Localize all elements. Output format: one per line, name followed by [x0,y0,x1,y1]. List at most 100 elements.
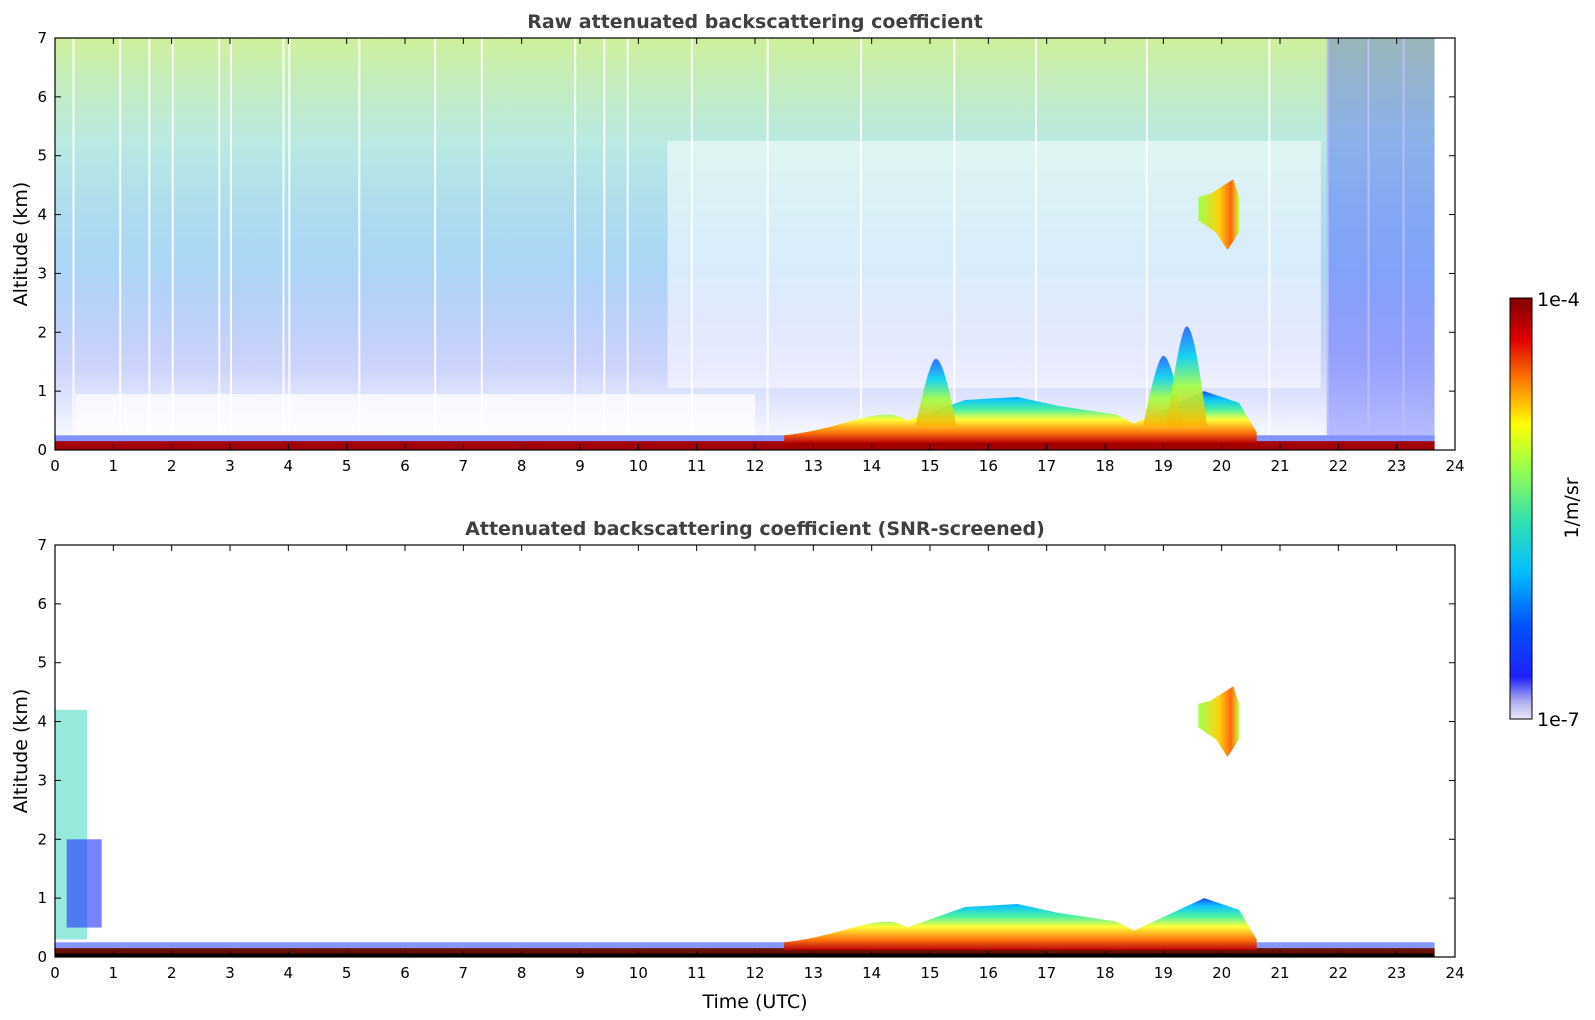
x-tick-label: 21 [1270,457,1289,475]
data-gap-streak [119,38,122,450]
x-tick-label: 0 [50,964,60,982]
x-tick-label: 7 [459,457,469,475]
y-tick-label: 6 [37,88,47,106]
data-gap-streak [1367,38,1370,450]
x-tick-label: 0 [50,457,60,475]
convective-plume [1166,326,1208,427]
clear-air-region [667,141,1321,389]
x-tick-label: 19 [1154,457,1173,475]
x-tick-label: 13 [804,457,823,475]
x-tick-label: 8 [517,457,527,475]
x-tick-label: 13 [804,964,823,982]
data-gap-streak [218,38,221,450]
x-tick-label: 2 [167,457,177,475]
data-gap-streak [72,38,75,450]
data-gap-streak [171,38,174,450]
x-tick-label: 4 [284,457,294,475]
data-gap-streak [434,38,437,450]
x-tick-label: 11 [687,457,706,475]
panel-raw: Raw attenuated backscattering coefficien… [10,11,1465,475]
data-gap-streak [282,38,285,450]
x-tick-label: 23 [1387,457,1406,475]
x-tick-label: 5 [342,964,352,982]
y-tick-label: 4 [37,206,47,224]
panel-screened-xlabel: Time (UTC) [701,991,807,1013]
x-tick-label: 9 [575,964,585,982]
surface-layer [55,948,1435,957]
x-tick-label: 22 [1329,457,1348,475]
data-gap-streak [148,38,151,450]
surface-layer [55,441,1435,450]
x-tick-label: 16 [979,457,998,475]
x-tick-label: 6 [400,964,410,982]
data-gap-streak [1402,38,1405,450]
data-gap-streak [574,38,577,450]
panel-screened-frame [54,544,1456,958]
x-tick-label: 24 [1445,457,1464,475]
x-tick-label: 16 [979,964,998,982]
x-tick-label: 18 [1095,964,1114,982]
y-tick-label: 2 [37,323,47,341]
data-gap-streak [230,38,232,450]
x-tick-label: 14 [862,964,881,982]
y-tick-label: 7 [37,536,47,554]
elevated-aerosol-layer [1198,179,1240,250]
x-tick-label: 10 [629,964,648,982]
boundary-layer [784,391,1257,443]
panel-raw-heatmap [55,38,1455,450]
y-tick-label: 4 [37,713,47,731]
x-tick-label: 11 [687,964,706,982]
x-tick-label: 19 [1154,964,1173,982]
x-tick-label: 24 [1445,964,1464,982]
y-tick-label: 3 [37,771,47,789]
data-gap-streak [626,38,629,450]
y-tick-label: 7 [37,29,47,47]
x-tick-label: 9 [575,457,585,475]
x-tick-label: 14 [862,457,881,475]
late-noise-column [1326,38,1435,436]
data-gap-streak [358,38,361,450]
x-tick-label: 7 [459,964,469,982]
data-gap-streak [603,38,606,450]
x-tick-label: 2 [167,964,177,982]
elevated-aerosol-layer [1198,686,1240,757]
x-tick-label: 17 [1037,964,1056,982]
y-tick-label: 3 [37,264,47,282]
panel-raw-ylabel: Altitude (km) [10,182,32,307]
x-tick-label: 8 [517,964,527,982]
y-tick-label: 1 [37,889,47,907]
convective-plume [915,358,957,427]
y-tick-label: 5 [37,654,47,672]
panel-raw-title: Raw attenuated backscattering coefficien… [527,11,983,33]
panel-screened-title: Attenuated backscattering coefficient (S… [465,518,1045,540]
y-tick-label: 1 [37,382,47,400]
surface-layer-masked [55,953,1435,957]
boundary-layer [784,898,1257,950]
x-tick-label: 17 [1037,457,1056,475]
colorbar-gradient [1509,297,1533,720]
y-tick-label: 0 [37,948,47,966]
colorbar: 1e-4 1e-7 1/m/sr [1509,289,1583,731]
x-tick-label: 18 [1095,457,1114,475]
colorbar-min-label: 1e-7 [1537,709,1580,731]
x-tick-label: 6 [400,457,410,475]
no-data-end [1434,38,1455,450]
data-gap-streak [1326,38,1329,450]
x-tick-label: 3 [225,964,235,982]
x-tick-label: 23 [1387,964,1406,982]
panel-screened-ylabel: Altitude (km) [10,689,32,814]
x-tick-label: 1 [109,457,119,475]
x-tick-label: 10 [629,457,648,475]
y-tick-label: 5 [37,147,47,165]
x-tick-label: 5 [342,457,352,475]
x-tick-label: 12 [745,964,764,982]
x-tick-label: 3 [225,457,235,475]
panel-screened: Attenuated backscattering coefficient (S… [10,518,1465,1013]
clear-air-band [75,394,755,436]
x-tick-label: 20 [1212,964,1231,982]
panel-screened-heatmap [55,686,1435,957]
x-tick-label: 22 [1329,964,1348,982]
x-tick-label: 20 [1212,457,1231,475]
y-tick-label: 2 [37,830,47,848]
data-gap-streak [288,38,291,450]
